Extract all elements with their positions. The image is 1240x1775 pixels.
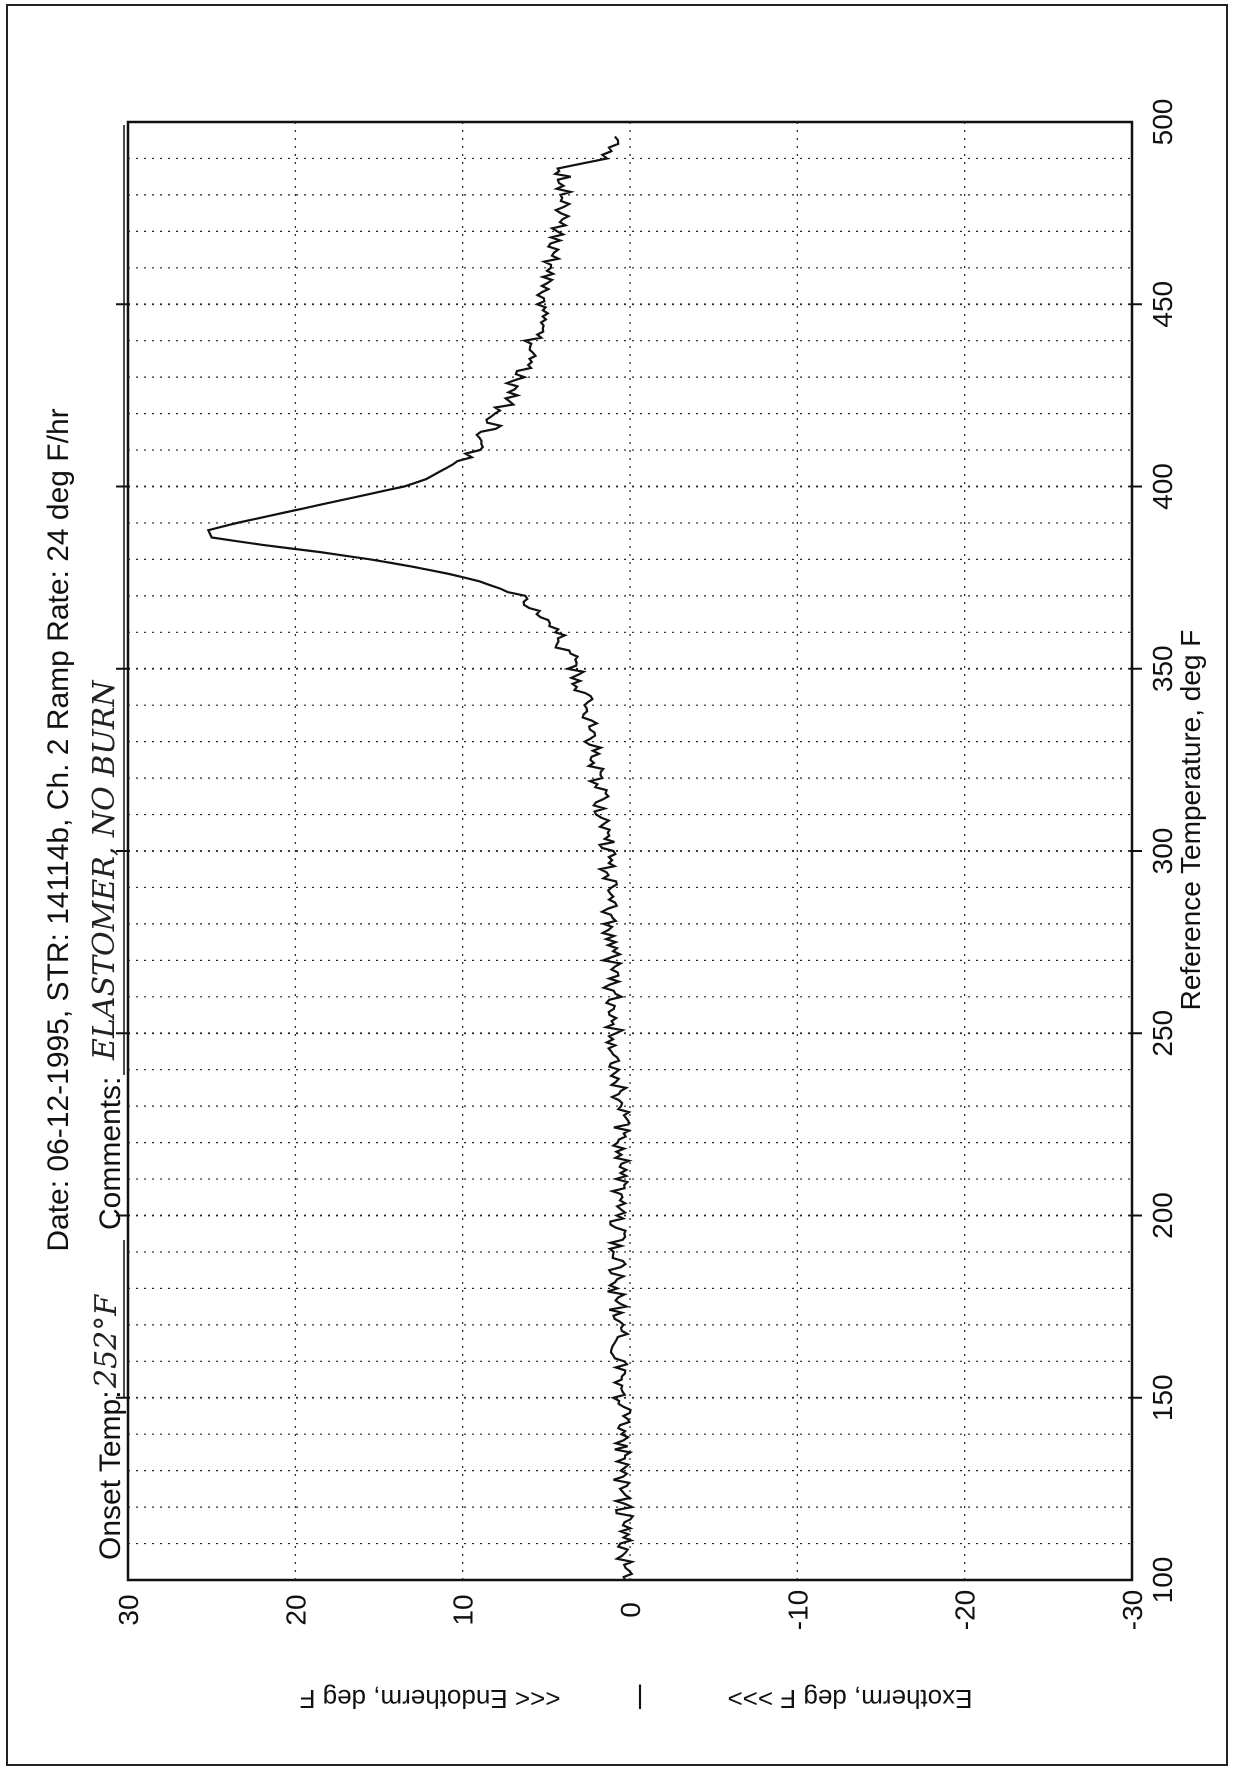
y-axis-label-endotherm: <<< Endotherm, deg F: [300, 1684, 561, 1714]
comments-label: Comments:: [94, 1077, 127, 1230]
x-tick-label: 400: [1147, 463, 1178, 510]
y-tick-labels: 30 20 10 0 -10 -20 -30: [113, 1590, 1148, 1630]
header-line1: Date: 06-12-1995, STR: 14114b, Ch. 2 Ram…: [42, 408, 75, 1251]
x-tick-label: 200: [1147, 1192, 1178, 1239]
y-tick-label: -10: [782, 1590, 813, 1630]
y-tick-label: 0: [615, 1602, 646, 1618]
page-frame: [6, 4, 1228, 1766]
y-tick-label: 30: [113, 1594, 144, 1625]
y-tick-label: 20: [280, 1594, 311, 1625]
x-tick-labels: 100 150 200 250 300 350 400 450 500: [1147, 99, 1178, 1604]
y-tick-label: -30: [1117, 1590, 1148, 1630]
onset-temp-value: 252°F: [89, 1294, 124, 1389]
y-axis-label-separator: |: [637, 1684, 644, 1714]
comments-value: ELASTOMER, NO BURN: [87, 679, 122, 1061]
x-tick-label: 350: [1147, 645, 1178, 692]
x-tick-label: 500: [1147, 99, 1178, 146]
grid: [116, 122, 1142, 1580]
onset-temp-label: Onset Temp:: [94, 1390, 127, 1560]
x-tick-label: 250: [1147, 1010, 1178, 1057]
y-axis-label-exotherm: Exotherm, deg F >>>: [728, 1684, 973, 1714]
x-tick-label: 300: [1147, 828, 1178, 875]
y-tick-label: 10: [448, 1594, 479, 1625]
x-tick-label: 150: [1147, 1374, 1178, 1421]
x-axis-label: Reference Temperature, deg F: [1175, 630, 1206, 1011]
x-tick-label: 100: [1147, 1557, 1178, 1604]
y-tick-label: -20: [950, 1590, 981, 1630]
series-line: [206, 135, 636, 1581]
x-tick-label: 450: [1147, 281, 1178, 328]
